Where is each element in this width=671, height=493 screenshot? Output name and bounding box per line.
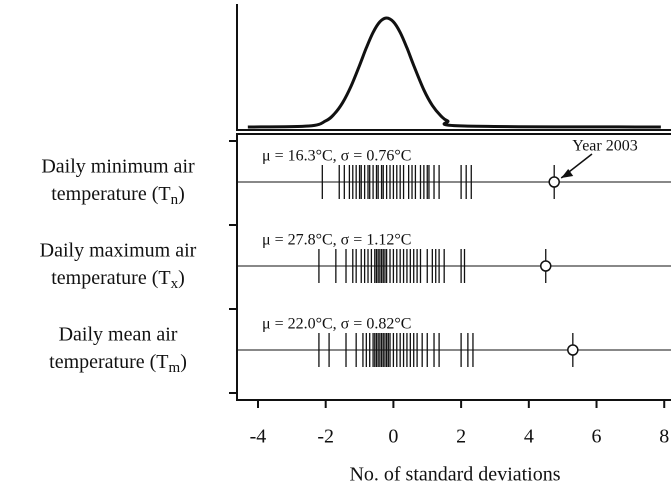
stats-annotation: μ = 22.0°C, σ = 0.82°C	[262, 316, 411, 333]
row-label-part: x	[171, 276, 179, 292]
x-tick-label: 6	[592, 426, 602, 448]
x-tick-label: 0	[388, 426, 398, 448]
row-label-part: temperature (T	[51, 183, 170, 205]
arrow-head	[561, 169, 574, 178]
x-tick-label: 4	[524, 426, 534, 448]
year-2003-point	[539, 260, 552, 272]
row-label: temperature (Tm)	[49, 351, 187, 377]
stats-annotation: μ = 27.8°C, σ = 1.12°C	[262, 232, 411, 249]
row-label-part: temperature (T	[51, 267, 170, 289]
row-label-part: )	[178, 267, 185, 289]
row-label: Daily minimum air	[41, 156, 195, 178]
stats-annotation: μ = 16.3°C, σ = 0.76°C	[262, 148, 411, 165]
density-curve	[247, 16, 661, 129]
row-label: Daily maximum air	[40, 240, 197, 262]
row-label-part: temperature (T	[49, 351, 168, 373]
x-axis-title: No. of standard deviations	[349, 464, 560, 486]
year-2003-point	[567, 344, 579, 356]
row-label: temperature (Tn)	[51, 183, 185, 209]
frame	[229, 4, 671, 401]
row-label-part: n	[171, 192, 179, 208]
row-label: temperature (Tx)	[51, 267, 185, 293]
x-tick-label: -4	[250, 426, 267, 448]
row-label-part: m	[169, 360, 181, 376]
row-label: Daily mean air	[59, 324, 178, 346]
x-tick-label: 8	[659, 426, 669, 448]
x-tick-label: -2	[317, 426, 334, 448]
row-label-part: )	[178, 183, 185, 205]
x-tick-label: 2	[456, 426, 466, 448]
row-label-part: )	[180, 351, 187, 373]
year-annotation: Year 2003	[572, 138, 637, 155]
year-2003-point	[548, 176, 560, 188]
